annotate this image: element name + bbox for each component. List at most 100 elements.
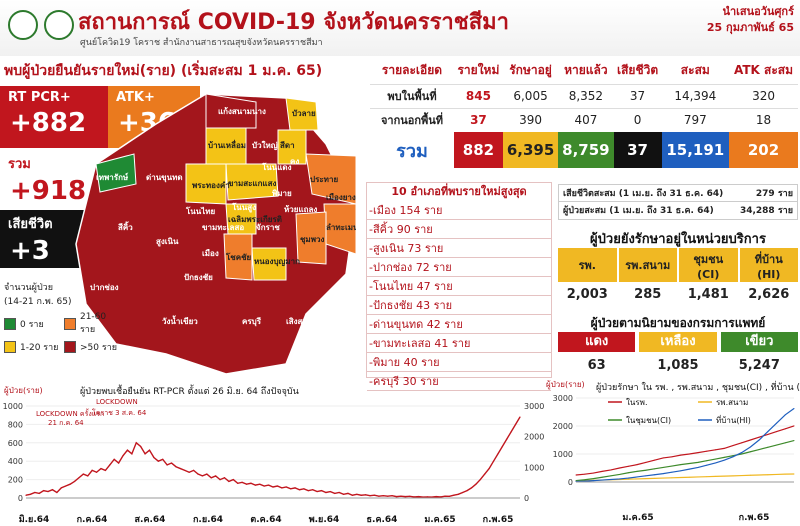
stats-header: สะสม bbox=[680, 63, 710, 78]
top-district-item: -เมือง 154 ราย bbox=[367, 201, 551, 220]
series-point bbox=[793, 440, 795, 442]
series-point bbox=[671, 471, 673, 473]
stats-cell: 390 bbox=[519, 113, 542, 128]
series-point bbox=[636, 476, 638, 478]
series-point bbox=[627, 472, 629, 474]
rtpcr-point bbox=[514, 423, 517, 425]
series-point bbox=[749, 439, 751, 441]
series-point bbox=[732, 455, 734, 457]
rtpcr-point bbox=[60, 487, 62, 489]
series-point bbox=[680, 464, 682, 466]
stats-table: รายละเอียด รายใหม่ รักษาอยู่ หายแล้ว เสี… bbox=[370, 58, 798, 168]
district-prathai bbox=[305, 153, 356, 205]
map-label-khamsakaesaeng: ขามสะแกแสง bbox=[228, 179, 276, 188]
series-point bbox=[776, 431, 778, 433]
legend-item: 1-20 ราย bbox=[4, 340, 64, 354]
series-point bbox=[723, 459, 725, 461]
series-point bbox=[706, 464, 708, 466]
stats-cell: 320 bbox=[752, 89, 775, 103]
month-label: ม.ค.65 bbox=[622, 513, 653, 523]
y-tick-label: 0 bbox=[568, 478, 573, 487]
death-label: เสียชีวิต bbox=[8, 217, 53, 232]
rtpcr-point bbox=[356, 493, 358, 495]
rtpcr-point bbox=[47, 490, 49, 493]
series-point bbox=[584, 479, 586, 481]
stats-cell: 8,352 bbox=[568, 89, 604, 103]
rtpcr-point bbox=[157, 460, 159, 462]
rtpcr-point bbox=[435, 496, 437, 498]
map-label-soengsang: เสิงสาง bbox=[286, 317, 311, 326]
y-tick-label: 600 bbox=[8, 439, 23, 448]
series-point bbox=[584, 480, 586, 482]
rtpcr-point bbox=[25, 494, 27, 496]
map-legend: จำนวนผู้ป่วย (14-21 ก.พ. 65) 0 ราย 21-60… bbox=[4, 280, 124, 354]
rtpcr-point bbox=[285, 486, 287, 488]
stats-total-row: รวม 882 6,395 8,759 37 15,191 202 bbox=[370, 132, 798, 168]
map-label-banlueam: บ้านเหลื่อม bbox=[208, 139, 246, 150]
rtpcr-point bbox=[259, 483, 261, 485]
legend-item: 21-60 ราย bbox=[64, 312, 124, 336]
series-point bbox=[697, 461, 699, 463]
series-point bbox=[662, 473, 664, 475]
top-district-item: -ปากช่อง 72 ราย bbox=[367, 258, 551, 277]
rtpcr-point bbox=[104, 469, 106, 471]
rtpcr-point bbox=[73, 480, 76, 483]
series-point bbox=[619, 478, 621, 480]
map-label-phrathongkham: พระทองคำ bbox=[192, 181, 230, 190]
page-title: สถานการณ์ COVID-19 จังหวัดนครราชสีมา bbox=[78, 10, 509, 35]
legend-label: ในชุมชน(CI) bbox=[626, 416, 671, 425]
rtpcr-point bbox=[351, 494, 353, 496]
top-district-item: -สูงเนิน 73 ราย bbox=[367, 239, 551, 258]
series-point bbox=[793, 407, 795, 409]
cumulative-label: เสียชีวิตสะสม (1 เม.ย. ถึง 31 ธ.ค. 64) bbox=[563, 189, 724, 199]
rtpcr-point bbox=[334, 492, 336, 494]
rtpcr-point bbox=[267, 484, 270, 486]
rtpcr-point bbox=[290, 488, 292, 490]
facility-value: 1,481 bbox=[687, 287, 729, 302]
rtpcr-point bbox=[206, 473, 208, 475]
legend-title: จำนวนผู้ป่วย bbox=[4, 283, 53, 293]
district-khamsakaesaeng bbox=[225, 163, 279, 201]
stats-cell: 407 bbox=[574, 113, 598, 128]
rtpcr-point bbox=[440, 496, 442, 498]
total-new: 882 bbox=[454, 132, 503, 168]
map-label-nonsung: โนนสูง bbox=[231, 202, 256, 213]
rtpcr-point bbox=[298, 489, 301, 491]
district-sida bbox=[277, 129, 307, 165]
series-point bbox=[758, 474, 760, 476]
rtpcr-point bbox=[378, 495, 380, 497]
series-point bbox=[610, 469, 612, 471]
date-text: 25 กุมภาพันธ์ 65 bbox=[706, 21, 794, 34]
annotation-lockdown-1: LOCKDOWN ครั้งแรก bbox=[36, 407, 104, 418]
y2-tick-label: 2000 bbox=[524, 433, 544, 442]
map-label-lamthamenchai: ลำทะเมนชัย bbox=[326, 223, 356, 232]
rtpcr-point bbox=[453, 494, 455, 496]
stats-header: รักษาอยู่ bbox=[509, 63, 552, 78]
chart1-ylabel: ผู้ป่วย(ราย) bbox=[4, 386, 43, 395]
rtpcr-point bbox=[316, 490, 318, 493]
legend-label: ในรพ. bbox=[626, 398, 648, 407]
rtpcr-point bbox=[320, 490, 323, 492]
series-point bbox=[671, 477, 673, 479]
health-office-logo bbox=[44, 10, 74, 40]
series-point bbox=[706, 450, 708, 452]
rtpcr-point bbox=[184, 469, 186, 471]
rtpcr-point bbox=[369, 495, 371, 497]
rtpcr-point bbox=[144, 453, 146, 455]
series-point bbox=[645, 475, 647, 477]
rtpcr-point bbox=[166, 464, 168, 466]
stats-row: พบในพื้นที่ 845 6,005 8,352 37 14,394 32… bbox=[370, 84, 798, 108]
stats-header: ATK สะสม bbox=[734, 63, 794, 78]
series-point bbox=[680, 470, 682, 472]
header bbox=[0, 0, 800, 56]
series-point bbox=[715, 475, 717, 477]
rtpcr-point bbox=[201, 475, 204, 477]
rtpcr-point bbox=[312, 489, 314, 491]
rtpcr-point bbox=[175, 466, 177, 468]
top-district-item: -โนนไทย 47 ราย bbox=[367, 277, 551, 296]
series-point bbox=[662, 477, 664, 479]
series-point bbox=[758, 439, 760, 441]
rtpcr-point bbox=[387, 495, 389, 497]
rtpcr-point bbox=[188, 471, 190, 473]
stats-cell: 14,394 bbox=[674, 89, 717, 103]
